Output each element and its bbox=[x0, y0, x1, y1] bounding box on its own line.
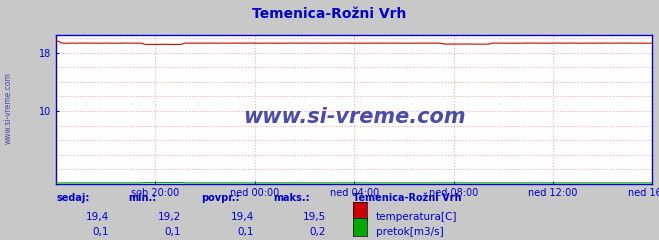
Text: 0,1: 0,1 bbox=[237, 227, 254, 237]
Text: www.si-vreme.com: www.si-vreme.com bbox=[243, 107, 465, 127]
Text: temperatura[C]: temperatura[C] bbox=[376, 212, 457, 222]
Text: 19,4: 19,4 bbox=[86, 212, 109, 222]
Text: Temenica-Rožni Vrh: Temenica-Rožni Vrh bbox=[353, 193, 461, 203]
Text: Temenica-Rožni Vrh: Temenica-Rožni Vrh bbox=[252, 7, 407, 21]
Text: sedaj:: sedaj: bbox=[56, 193, 90, 203]
Text: pretok[m3/s]: pretok[m3/s] bbox=[376, 227, 444, 237]
Text: 19,2: 19,2 bbox=[158, 212, 181, 222]
Text: maks.:: maks.: bbox=[273, 193, 310, 203]
Text: min.:: min.: bbox=[129, 193, 157, 203]
Text: povpr.:: povpr.: bbox=[201, 193, 239, 203]
Text: 0,1: 0,1 bbox=[165, 227, 181, 237]
Text: 0,1: 0,1 bbox=[92, 227, 109, 237]
Text: www.si-vreme.com: www.si-vreme.com bbox=[3, 72, 13, 144]
Text: 19,5: 19,5 bbox=[303, 212, 326, 222]
Text: 19,4: 19,4 bbox=[231, 212, 254, 222]
Text: 0,2: 0,2 bbox=[310, 227, 326, 237]
